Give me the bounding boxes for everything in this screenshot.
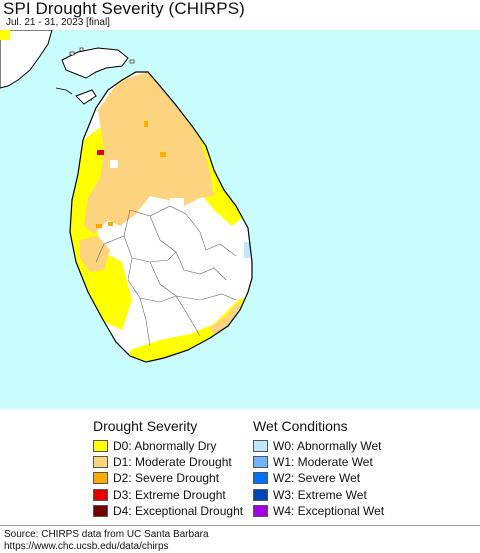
mannar-island xyxy=(75,89,97,105)
wet-swatch xyxy=(253,488,268,501)
wet-legend-label: W2: Severe Wet xyxy=(273,471,361,486)
white-patch-1 xyxy=(110,160,118,168)
wet-legend-item: W0: Abnormally Wet xyxy=(253,438,384,454)
wet-legend-label: W0: Abnormally Wet xyxy=(273,439,382,454)
drought-legend-item: D2: Severe Drought xyxy=(93,470,243,486)
w0-east-pixel xyxy=(244,242,250,258)
drought-legend-label: D2: Severe Drought xyxy=(113,471,220,486)
d2-pixel-west xyxy=(96,224,102,228)
wet-swatch xyxy=(253,472,268,485)
map-title: SPI Drought Severity (CHIRPS) xyxy=(3,0,245,18)
white-patch-2 xyxy=(170,198,184,206)
drought-legend-item: D4: Exceptional Drought xyxy=(93,503,243,519)
wet-swatch xyxy=(253,440,268,453)
drought-swatch xyxy=(93,488,108,501)
offshore-islets xyxy=(69,47,135,64)
drought-swatch xyxy=(93,440,108,453)
wet-legend-label: W4: Exceptional Wet xyxy=(273,503,385,518)
wet-legend-item: W4: Exceptional Wet xyxy=(253,503,384,519)
footer: Source: CHIRPS data from UC Santa Barbar… xyxy=(0,525,480,553)
drought-legend: Drought Severity D0: Abnormally Dry D1: M… xyxy=(93,418,243,519)
district-boundaries xyxy=(95,205,237,347)
wet-legend-item: W2: Severe Wet xyxy=(253,470,384,486)
d2-pixel-center xyxy=(160,152,166,157)
drought-map-svg xyxy=(0,30,480,409)
drought-legend-label: D4: Exceptional Drought xyxy=(113,503,244,518)
drought-legend-label: D1: Moderate Drought xyxy=(113,455,232,470)
source-credit: Source: CHIRPS data from UC Santa Barbar… xyxy=(4,529,209,540)
drought-legend-label: D3: Extreme Drought xyxy=(113,487,226,502)
drought-legend-heading: Drought Severity xyxy=(93,418,198,434)
india-coast xyxy=(0,30,53,89)
source-url[interactable]: https://www.chc.ucsb.edu/data/chirps xyxy=(4,541,169,552)
drought-swatch xyxy=(93,456,108,469)
island-coastline xyxy=(69,71,253,363)
drought-legend-label: D0: Abnormally Dry xyxy=(113,439,217,454)
wet-legend: Wet Conditions W0: Abnormally Wet W1: Mod… xyxy=(253,418,384,519)
wet-swatch xyxy=(253,504,268,517)
india-dry-patch xyxy=(0,30,10,40)
d1-southeast-coast xyxy=(210,302,244,336)
d2-pixel-west-2 xyxy=(108,222,113,226)
map-date-range: Jul. 21 - 31, 2023 [final] xyxy=(6,17,110,28)
wet-legend-label: W3: Extreme Wet xyxy=(273,487,367,502)
wet-legend-label: W1: Moderate Wet xyxy=(273,455,373,470)
drought-swatch xyxy=(93,504,108,517)
wet-legend-heading: Wet Conditions xyxy=(253,418,348,434)
d2-pixel-north xyxy=(144,121,148,127)
drought-legend-item: D3: Extreme Drought xyxy=(93,487,243,503)
drought-swatch xyxy=(93,472,108,485)
wet-swatch xyxy=(253,456,268,469)
drought-map xyxy=(0,30,480,409)
wet-legend-item: W1: Moderate Wet xyxy=(253,454,384,470)
drought-legend-item: D1: Moderate Drought xyxy=(93,454,243,470)
jaffna-peninsula xyxy=(61,47,129,79)
d1-west-inland xyxy=(80,236,110,272)
d0-western-belt xyxy=(70,120,132,330)
wet-legend-item: W3: Extreme Wet xyxy=(253,487,384,503)
d3-pixel xyxy=(97,150,104,155)
drought-legend-item: D0: Abnormally Dry xyxy=(93,438,243,454)
